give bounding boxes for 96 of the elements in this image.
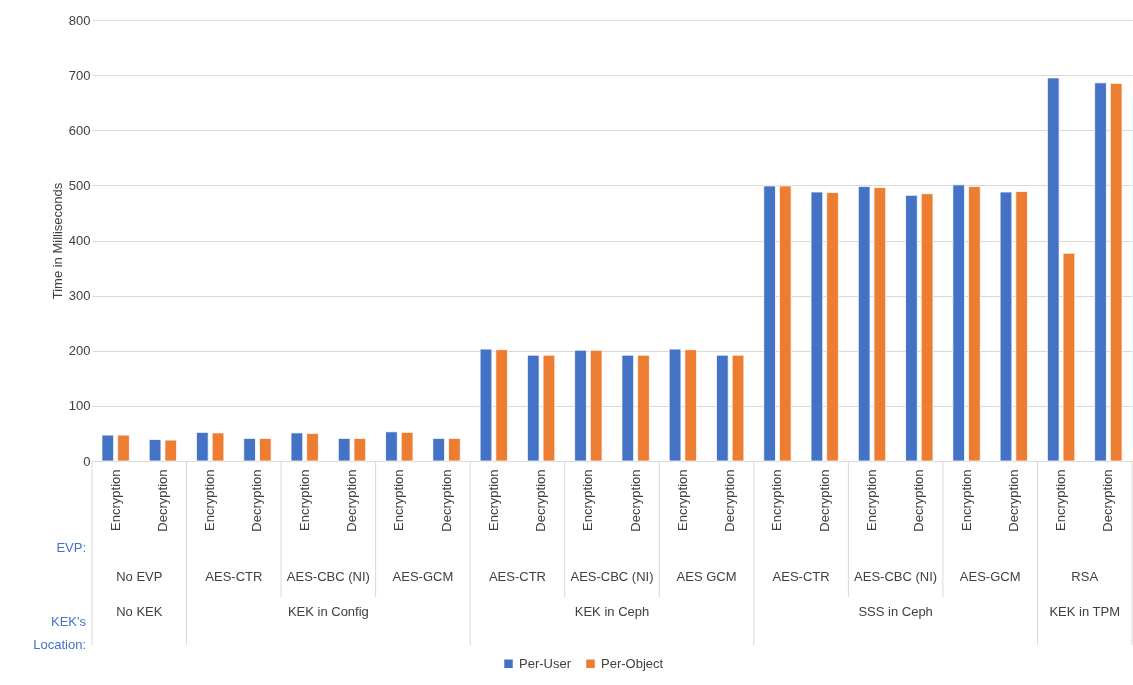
text: AES-GCM — [392, 569, 454, 584]
text: AES-GCM — [959, 569, 1021, 584]
x-tick-label: Encryption — [769, 469, 785, 531]
bar — [779, 185, 792, 462]
text: SSS in Ceph — [858, 604, 933, 619]
bar — [259, 438, 272, 462]
bar — [211, 432, 225, 462]
y-tick-label: 600 — [68, 122, 91, 138]
bar — [117, 434, 130, 462]
text: AES-CTR — [772, 569, 830, 584]
bar — [810, 191, 824, 462]
x-tick-label: Decryption — [249, 469, 265, 532]
x-tick-label: Decryption — [1005, 469, 1021, 532]
bar — [448, 438, 461, 462]
bar — [243, 438, 256, 462]
x-tick-label: Decryption — [533, 469, 549, 532]
bar — [337, 438, 351, 462]
bar — [731, 354, 745, 462]
x-tick-label: Decryption — [154, 469, 170, 532]
bar — [905, 194, 918, 462]
x-tick-label: Encryption — [674, 469, 690, 531]
bar — [952, 184, 965, 462]
bar — [1015, 191, 1028, 462]
y-tick-label: 300 — [68, 288, 91, 304]
legend-label: Per-Object — [601, 655, 664, 671]
x-tick-label: Decryption — [722, 469, 738, 532]
bar — [684, 349, 698, 462]
x-tick-label: Encryption — [391, 469, 407, 531]
bar — [1062, 252, 1076, 462]
x-tick-label: Encryption — [296, 469, 312, 531]
bar — [999, 191, 1013, 462]
bar — [857, 186, 871, 462]
bar — [353, 438, 367, 462]
text: EVP: — [56, 540, 86, 555]
bar — [574, 349, 587, 462]
y-tick-label: 100 — [68, 398, 91, 414]
x-tick-label: Encryption — [864, 469, 879, 531]
text: AES-CTR — [488, 569, 546, 584]
y-tick-label: 800 — [68, 12, 91, 28]
bar — [1094, 82, 1107, 462]
bar — [920, 193, 934, 462]
bar — [164, 439, 178, 462]
text: KEK in Config — [287, 604, 369, 619]
text: KEK in Ceph — [574, 604, 650, 619]
bar — [716, 354, 729, 462]
bar — [589, 349, 603, 462]
x-tick-label: Encryption — [202, 469, 218, 531]
bar — [479, 348, 493, 462]
bar — [306, 433, 319, 462]
bar — [1109, 82, 1123, 462]
legend-label: Per-User — [519, 655, 572, 671]
bar — [668, 348, 682, 462]
bar — [542, 354, 556, 462]
x-tick-label: Decryption — [1100, 469, 1116, 532]
x-tick-label: Decryption — [438, 469, 454, 532]
x-tick-label: Decryption — [911, 469, 927, 532]
bar — [385, 431, 398, 462]
text: No KEK — [116, 604, 163, 619]
text: KEK in TPM — [1049, 604, 1121, 619]
x-tick-label: Decryption — [344, 469, 359, 532]
bar — [968, 186, 981, 462]
bar — [763, 185, 776, 462]
bar — [196, 431, 209, 462]
x-tick-label: Encryption — [1053, 469, 1069, 531]
text: No EVP — [116, 569, 163, 584]
text: AES-CBC (NI) — [570, 569, 654, 584]
text: RSA — [1071, 569, 1099, 584]
y-tick-label: 0 — [83, 453, 91, 469]
text: KEK's Location: — [33, 614, 87, 652]
x-tick-label: Decryption — [816, 469, 832, 532]
x-tick-label: Encryption — [485, 469, 501, 531]
y-tick-label: 500 — [68, 177, 91, 193]
y-axis-title: Time in Milliseconds — [49, 182, 65, 300]
bar — [148, 439, 162, 462]
y-tick-label: 200 — [68, 343, 91, 359]
bar — [400, 431, 414, 462]
text: AES-CBC (NI) — [286, 569, 370, 584]
y-tick-label: 700 — [68, 67, 91, 83]
x-tick-label: Decryption — [627, 469, 643, 532]
bar — [432, 438, 445, 462]
bar — [826, 192, 839, 462]
bar — [873, 187, 887, 462]
text: AES-CTR — [205, 569, 263, 584]
text: AES-CBC (NI) — [854, 569, 938, 584]
x-tick-label: Encryption — [958, 469, 974, 531]
bar — [290, 432, 304, 462]
bar — [621, 354, 635, 462]
text: AES GCM — [676, 569, 737, 584]
bar — [101, 434, 115, 462]
x-tick-label: Encryption — [580, 469, 596, 531]
x-tick-label: Encryption — [107, 469, 123, 531]
bar — [637, 354, 650, 462]
bar — [1046, 77, 1060, 462]
bar — [526, 354, 540, 462]
bar — [495, 349, 508, 462]
y-tick-label: 400 — [68, 233, 91, 248]
